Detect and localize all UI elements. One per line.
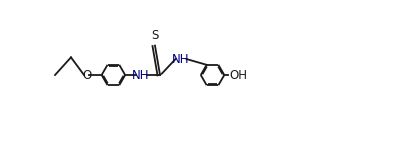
Text: O: O <box>82 69 92 81</box>
Text: NH: NH <box>132 69 150 81</box>
Text: S: S <box>151 29 159 42</box>
Text: OH: OH <box>230 69 248 81</box>
Text: NH: NH <box>172 52 190 66</box>
